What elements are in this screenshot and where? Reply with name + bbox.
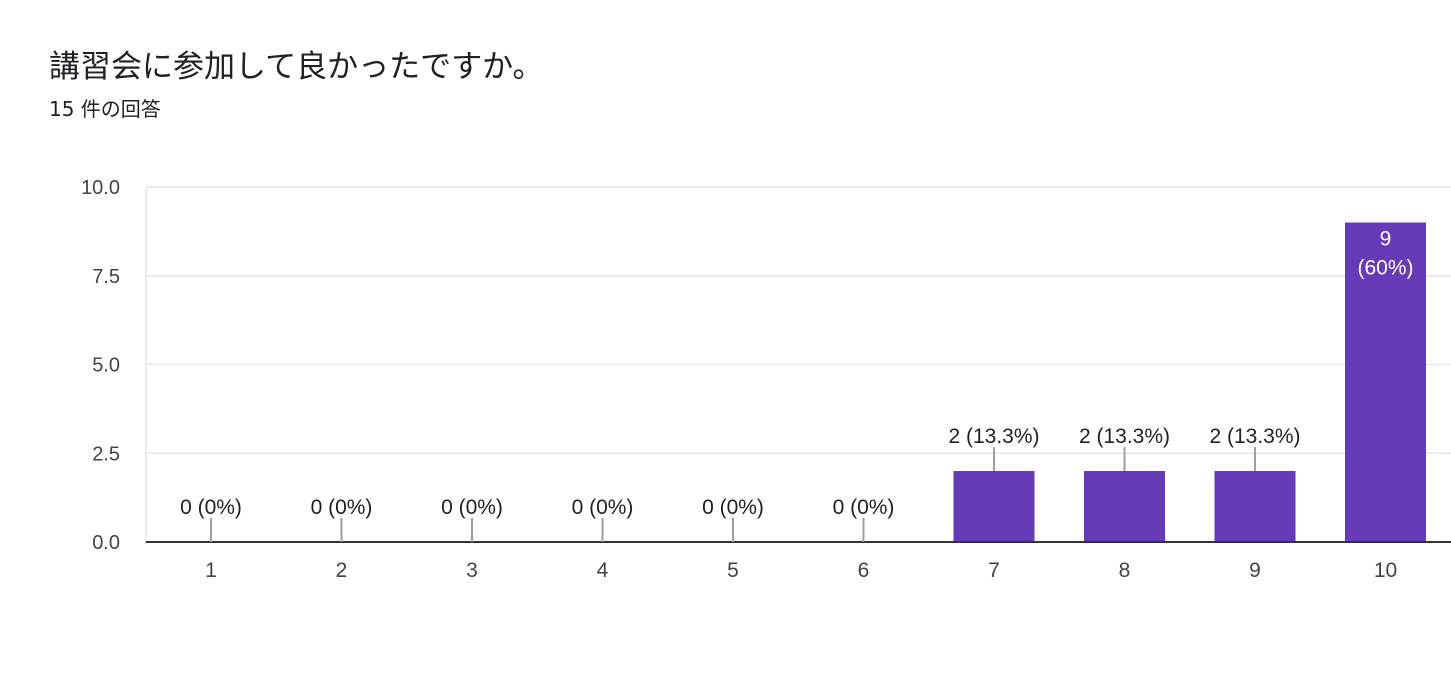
data-label: 2 (13.3%) [1209, 425, 1300, 448]
question-title: 講習会に参加して良かったですか。 [49, 49, 544, 85]
x-tick-label: 6 [858, 559, 870, 582]
y-tick-label: 10.0 [81, 177, 120, 199]
x-tick-label: 9 [1249, 559, 1261, 582]
data-label: 0 (0%) [572, 496, 634, 519]
x-tick-label: 2 [336, 559, 348, 582]
data-label: 0 (0%) [441, 496, 503, 519]
y-tick-label: 2.5 [92, 443, 120, 465]
data-label: 9 [1380, 228, 1392, 251]
axes: 0.0 2.5 5.0 7.5 10.0 1 2 3 4 5 6 7 8 9 10 [81, 177, 1451, 582]
data-label: 2 (13.3%) [1079, 425, 1170, 448]
bar [1345, 222, 1426, 542]
data-label: (60%) [1357, 257, 1413, 280]
data-label: 0 (0%) [311, 496, 373, 519]
data-labels: 0 (0%) 0 (0%) 0 (0%) 0 (0%) 0 (0%) 0 (0%) 2 (1… [180, 228, 1414, 542]
x-tick-label: 1 [205, 559, 217, 582]
data-label: 0 (0%) [833, 496, 895, 519]
bars [953, 222, 1426, 542]
bar [953, 471, 1035, 542]
y-tick-label: 0.0 [92, 532, 120, 554]
bar [1214, 471, 1296, 542]
x-tick-label: 7 [988, 559, 1000, 582]
data-label: 0 (0%) [180, 496, 242, 519]
data-label: 2 (13.3%) [948, 425, 1039, 448]
y-tick-label: 7.5 [92, 266, 120, 288]
gridlines [145, 186, 1451, 542]
x-tick-label: 4 [597, 559, 609, 582]
data-label: 0 (0%) [702, 496, 764, 519]
response-count: 15 件の回答 [49, 97, 161, 121]
y-tick-label: 5.0 [92, 355, 120, 377]
x-tick-label: 3 [466, 559, 478, 582]
bar [1084, 471, 1165, 542]
x-tick-label: 8 [1119, 559, 1131, 582]
question-header: 講習会に参加して良かったですか。 15 件の回答 [49, 44, 543, 122]
x-tick-label: 5 [727, 559, 739, 582]
x-tick-label: 10 [1374, 559, 1397, 582]
